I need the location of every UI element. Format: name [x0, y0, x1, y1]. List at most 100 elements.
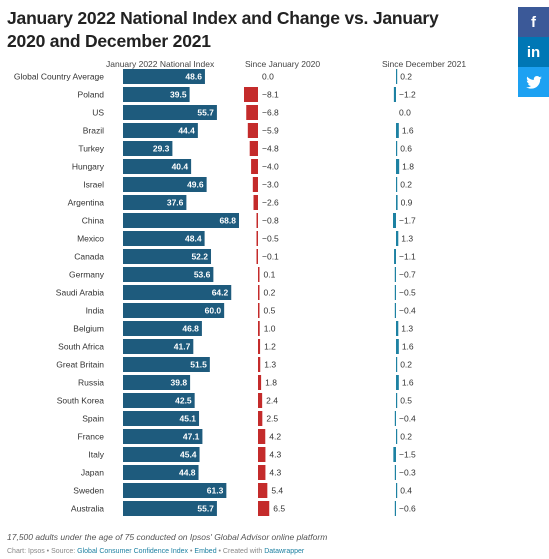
datawrapper-link[interactable]: Datawrapper: [264, 548, 305, 555]
index-bar: [123, 177, 207, 192]
country-label: South Africa: [58, 342, 104, 352]
country-label: Brazil: [83, 126, 104, 136]
since-2020-bar: [256, 213, 258, 228]
index-value-label: 53.6: [194, 270, 211, 280]
country-label: Hungary: [72, 162, 105, 172]
chart-credits: Chart: Ipsos • Source: Global Consumer C…: [7, 548, 304, 555]
since-2021-bar: [396, 393, 398, 408]
index-bar: [123, 123, 198, 138]
since-2020-label: −6.8: [262, 108, 279, 118]
index-bar: [123, 321, 202, 336]
since-2021-label: 0.6: [400, 144, 412, 154]
chart-title: January 2022 National Index and Change v…: [7, 8, 439, 51]
since-2021-label: 1.6: [402, 378, 414, 388]
since-2021-label: 0.4: [400, 486, 412, 496]
credits-chart: Chart: Ipsos • Source:: [7, 548, 78, 555]
index-value-label: 44.8: [179, 468, 196, 478]
index-value-label: 37.6: [167, 198, 184, 208]
since-2021-label: 1.8: [402, 162, 414, 172]
since-2021-bar: [394, 267, 396, 282]
since-2021-bar: [396, 195, 398, 210]
index-bar: [123, 105, 217, 120]
twitter-icon: [525, 75, 542, 89]
since-2020-bar: [244, 87, 258, 102]
since-2021-label: −0.7: [399, 270, 416, 280]
since-2020-label: 0.1: [264, 270, 276, 280]
country-label: Global Country Average: [14, 72, 104, 82]
index-bar: [123, 465, 199, 480]
since-2021-label: 1.6: [402, 126, 414, 136]
index-bar: [123, 267, 214, 282]
since-2021-label: 0.2: [400, 360, 412, 370]
since-2021-bar: [394, 465, 396, 480]
country-label: Turkey: [78, 144, 104, 154]
country-label: Belgium: [73, 324, 104, 334]
since-2020-bar: [247, 123, 258, 138]
since-2020-label: 1.3: [264, 360, 276, 370]
since-2020-bar: [258, 447, 266, 462]
since-2020-bar: [258, 375, 262, 390]
column-header-index: January 2022 National Index: [106, 59, 215, 69]
index-bar: [123, 213, 239, 228]
since-2021-label: −1.5: [399, 450, 416, 460]
since-2020-label: 0.2: [264, 288, 276, 298]
since-2020-label: 0.0: [262, 72, 274, 82]
source-link[interactable]: Global Consumer Confidence Index: [77, 548, 189, 555]
country-label: Canada: [74, 252, 104, 262]
since-2021-bar: [396, 159, 400, 174]
since-2020-bar: [256, 249, 258, 264]
index-bar: [123, 447, 200, 462]
since-2021-bar: [396, 69, 398, 84]
since-2021-label: 0.9: [401, 198, 413, 208]
index-value-label: 39.8: [171, 378, 188, 388]
country-label: Poland: [78, 90, 105, 100]
since-2021-label: 1.3: [401, 324, 413, 334]
since-2021-label: 0.5: [400, 396, 412, 406]
index-value-label: 41.7: [174, 342, 191, 352]
linkedin-icon: in: [526, 43, 541, 61]
since-2021-bar: [396, 321, 399, 336]
since-2020-label: 1.2: [264, 342, 276, 352]
since-2020-bar: [258, 483, 268, 498]
index-value-label: 40.4: [172, 162, 189, 172]
twitter-share-button[interactable]: [518, 67, 549, 97]
embed-link[interactable]: Embed: [194, 548, 217, 555]
index-value-label: 45.1: [179, 414, 196, 424]
since-2020-bar: [258, 321, 260, 336]
index-value-label: 29.3: [153, 144, 170, 154]
since-2021-label: −0.4: [399, 414, 416, 424]
country-label: Argentina: [68, 198, 105, 208]
country-label: Saudi Arabia: [56, 288, 104, 298]
column-header-since-2020: Since January 2020: [245, 59, 321, 69]
since-2021-bar: [393, 87, 396, 102]
since-2020-label: 4.3: [269, 468, 281, 478]
country-label: South Korea: [57, 396, 105, 406]
since-2020-label: −5.9: [262, 126, 279, 136]
since-2021-label: −0.6: [399, 504, 416, 514]
index-bar: [123, 159, 192, 174]
since-2021-bar: [396, 231, 399, 246]
since-2021-bar: [393, 447, 396, 462]
since-2020-label: 0.5: [264, 306, 276, 316]
since-2020-label: 2.5: [266, 414, 278, 424]
since-2021-label: 0.0: [399, 108, 411, 118]
index-bar: [123, 141, 173, 156]
column-header-since-2021: Since December 2021: [382, 59, 467, 69]
since-2020-label: 4.2: [269, 432, 281, 442]
index-value-label: 42.5: [175, 396, 192, 406]
since-2020-bar: [252, 177, 258, 192]
credits-sep: •: [188, 548, 195, 555]
chart-notes: 17,500 adults under the age of 75 conduc…: [7, 532, 328, 542]
since-2020-label: 6.5: [273, 504, 285, 514]
since-2020-bar: [256, 231, 258, 246]
index-value-label: 48.6: [185, 72, 202, 82]
facebook-share-button[interactable]: f: [518, 7, 549, 37]
since-2021-bar: [396, 375, 399, 390]
since-2021-label: 0.2: [400, 432, 412, 442]
index-value-label: 51.5: [190, 360, 207, 370]
linkedin-share-button[interactable]: in: [518, 37, 549, 67]
index-value-label: 49.6: [187, 180, 204, 190]
index-value-label: 68.8: [219, 216, 236, 226]
since-2021-bar: [394, 249, 396, 264]
index-bar: [123, 411, 200, 426]
